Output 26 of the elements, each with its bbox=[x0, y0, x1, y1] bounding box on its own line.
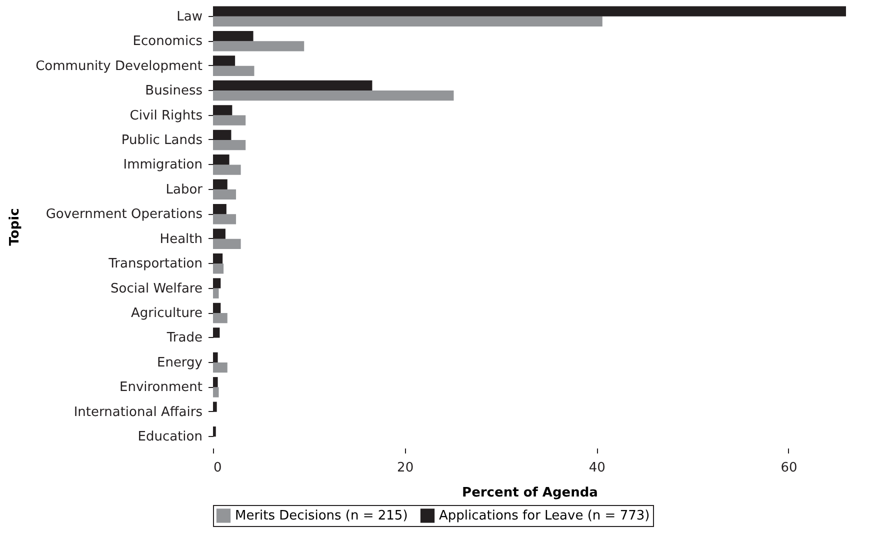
x-tick-label: 60 bbox=[780, 460, 798, 476]
y-tick-label: Business bbox=[145, 84, 203, 99]
y-tick-label: Transportation bbox=[108, 256, 202, 272]
y-tick-label: Agriculture bbox=[131, 306, 202, 322]
y-axis-title: Topic bbox=[8, 208, 23, 246]
y-tick-label: Government Operations bbox=[46, 207, 203, 222]
y-tick-label: Economics bbox=[132, 34, 203, 50]
legend-label: Applications for Leave (n = 773) bbox=[439, 508, 650, 524]
y-tick-label: Immigration bbox=[123, 158, 202, 173]
y-tick-label: Civil Rights bbox=[130, 108, 203, 124]
y-tick-label: Public Lands bbox=[121, 132, 203, 148]
x-axis-title: Percent of Agenda bbox=[462, 486, 598, 500]
y-tick-label: Education bbox=[138, 430, 202, 445]
y-tick-label: International Affairs bbox=[74, 404, 203, 420]
x-tick-label: 20 bbox=[397, 460, 414, 476]
x-tick-label: 0 bbox=[214, 460, 222, 476]
y-tick-label: Trade bbox=[166, 330, 202, 346]
y-tick-label: Energy bbox=[156, 355, 203, 370]
x-tick-label: 40 bbox=[588, 460, 606, 476]
y-tick-label: Labor bbox=[166, 182, 204, 198]
y-tick-label: Law bbox=[176, 9, 203, 24]
legend-label: Merits Decisions (n = 215) bbox=[235, 508, 408, 524]
y-tick-label: Community Development bbox=[36, 58, 202, 74]
y-tick-label: Environment bbox=[119, 380, 202, 396]
y-tick-label: Health bbox=[160, 232, 202, 247]
y-tick-label: Social Welfare bbox=[110, 281, 202, 296]
